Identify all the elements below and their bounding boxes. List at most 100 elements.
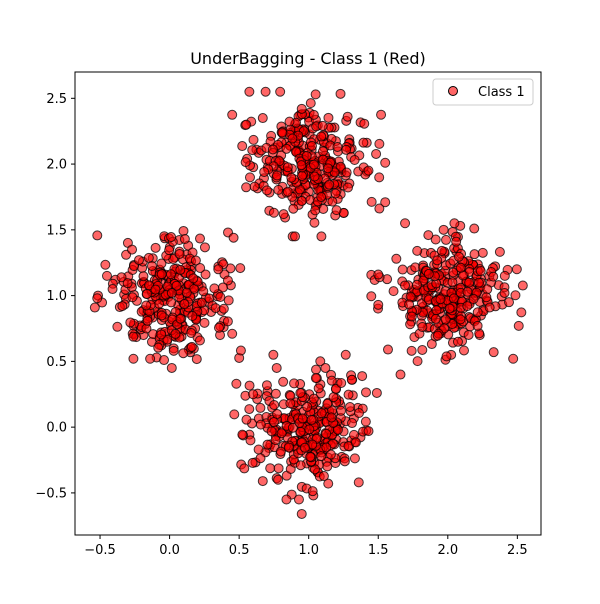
data-point xyxy=(310,373,321,384)
data-point xyxy=(273,474,284,485)
data-point xyxy=(332,141,343,152)
data-point xyxy=(138,271,149,282)
data-point xyxy=(107,284,118,295)
data-point xyxy=(284,116,295,127)
data-point xyxy=(171,280,182,291)
data-point xyxy=(283,442,294,453)
data-point xyxy=(194,335,205,346)
data-point xyxy=(350,437,361,448)
data-point xyxy=(316,192,327,203)
data-point xyxy=(293,494,304,505)
data-point xyxy=(227,109,238,120)
data-point xyxy=(100,259,111,270)
data-point xyxy=(223,295,234,306)
data-point xyxy=(299,442,310,453)
plot-frame xyxy=(74,71,542,536)
legend-label: Class 1 xyxy=(478,85,525,100)
data-point xyxy=(453,251,464,262)
data-point xyxy=(272,170,283,181)
data-point xyxy=(239,463,250,474)
data-point xyxy=(430,234,441,245)
data-point xyxy=(195,233,205,244)
data-point xyxy=(499,270,510,281)
data-point xyxy=(245,435,256,446)
data-point xyxy=(296,196,307,207)
data-point xyxy=(145,353,156,364)
data-point xyxy=(296,160,307,171)
legend-marker xyxy=(448,86,458,96)
data-point xyxy=(411,279,422,290)
data-point xyxy=(444,303,455,314)
data-point xyxy=(342,111,353,122)
data-point xyxy=(198,286,209,297)
data-point xyxy=(127,292,138,303)
data-point xyxy=(464,277,475,288)
data-point xyxy=(347,418,358,429)
data-point xyxy=(116,272,127,283)
data-point xyxy=(336,378,347,389)
data-point xyxy=(322,461,333,472)
data-point xyxy=(363,165,374,176)
data-point xyxy=(282,162,293,173)
data-point xyxy=(295,460,306,471)
data-point xyxy=(248,389,259,400)
data-point xyxy=(341,167,352,178)
data-point xyxy=(268,349,279,360)
data-point xyxy=(435,294,446,305)
data-point xyxy=(308,159,319,170)
data-point xyxy=(349,154,360,165)
data-point xyxy=(301,150,312,161)
data-point xyxy=(257,113,268,124)
data-point xyxy=(175,264,186,275)
data-point xyxy=(255,419,266,430)
y-axis: −0.5 0.0 0.5 1.0 1.5 2.0 2.5 xyxy=(35,92,75,501)
data-point xyxy=(318,471,329,482)
data-point xyxy=(353,477,364,488)
data-point xyxy=(317,120,328,131)
data-point xyxy=(296,103,307,114)
data-point xyxy=(343,389,354,400)
data-point xyxy=(353,408,364,418)
x-tick-label: 0.5 xyxy=(229,543,250,558)
data-point xyxy=(262,439,273,450)
data-point xyxy=(472,307,483,318)
x-tick-label: 0.0 xyxy=(159,543,180,558)
x-tick-label: −0.5 xyxy=(84,543,116,558)
data-point xyxy=(306,414,317,425)
data-point xyxy=(200,269,211,280)
data-point xyxy=(92,230,103,241)
data-point xyxy=(170,328,181,339)
data-point xyxy=(417,344,428,355)
data-point xyxy=(302,401,313,412)
data-point xyxy=(244,380,255,391)
y-tick-label: 0.5 xyxy=(46,355,67,370)
data-point xyxy=(296,508,307,519)
data-point xyxy=(361,387,371,398)
data-point xyxy=(308,109,319,120)
data-point xyxy=(210,303,221,314)
data-point xyxy=(175,313,186,324)
data-point xyxy=(153,342,164,353)
data-point xyxy=(141,289,152,300)
data-point xyxy=(237,429,248,440)
data-point xyxy=(277,127,288,138)
data-point xyxy=(190,255,201,266)
data-point xyxy=(278,376,289,387)
data-point xyxy=(273,463,284,474)
data-point xyxy=(179,299,190,310)
data-point xyxy=(257,476,268,487)
data-point xyxy=(488,347,499,358)
data-point xyxy=(92,293,103,304)
data-point xyxy=(240,157,251,168)
data-point xyxy=(380,197,391,208)
data-point xyxy=(331,205,342,216)
x-tick-label: 2.5 xyxy=(507,543,528,558)
data-point xyxy=(187,311,198,321)
data-point xyxy=(513,320,524,331)
data-point xyxy=(322,398,333,409)
data-point xyxy=(391,253,402,264)
data-point xyxy=(166,297,177,308)
data-point xyxy=(141,300,152,311)
chart-title: UnderBagging - Class 1 (Red) xyxy=(190,49,426,68)
data-point xyxy=(89,302,100,313)
